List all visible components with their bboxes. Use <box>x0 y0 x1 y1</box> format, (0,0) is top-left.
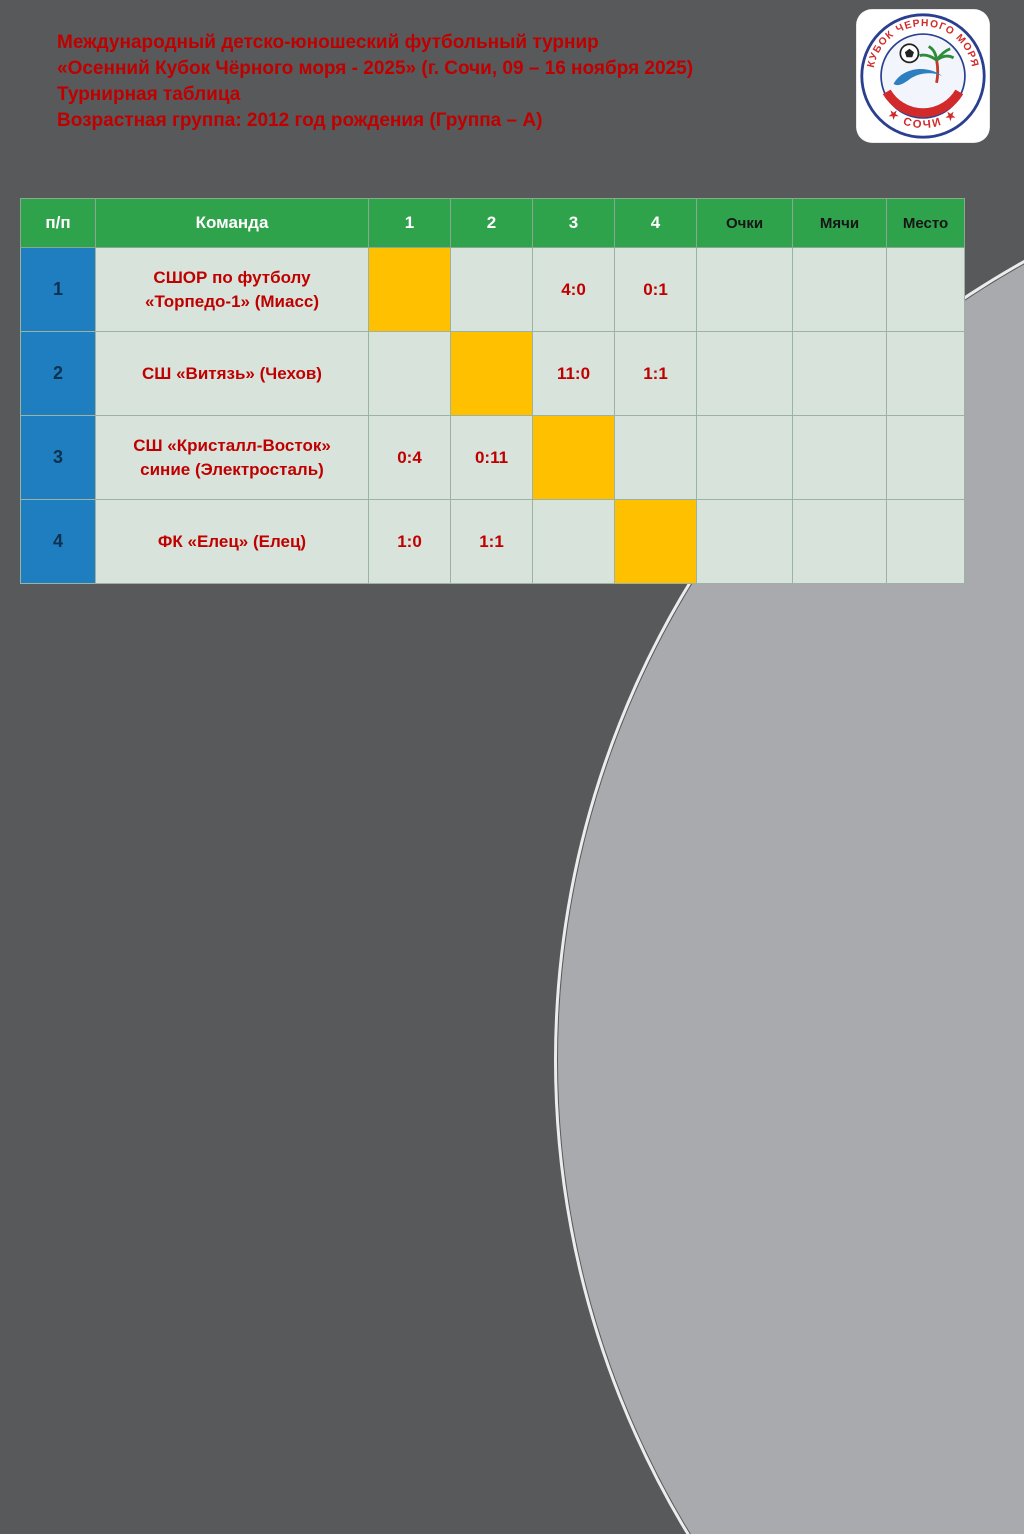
palm-tree-icon <box>919 45 955 84</box>
standings-table: п/п Команда 1 2 3 4 Очки Мячи Место 1 СШ… <box>20 198 965 584</box>
col-header-4: 4 <box>614 198 697 248</box>
goals-cell <box>792 499 887 584</box>
result-cell <box>532 499 615 584</box>
col-header-goals: Мячи <box>792 198 887 248</box>
title-line-2: «Осенний Кубок Чёрного моря - 2025» (г. … <box>57 58 694 79</box>
table-row: 2 СШ «Витязь» (Чехов) 11:0 1:1 <box>20 331 965 416</box>
result-cell: 1:1 <box>614 331 697 416</box>
slide-title: Международный детско-юношеский футбольны… <box>57 30 817 134</box>
self-match-cell <box>532 415 615 500</box>
result-cell: 0:11 <box>450 415 533 500</box>
title-line-3: Турнирная таблица <box>57 84 241 105</box>
col-header-3: 3 <box>532 198 615 248</box>
result-cell <box>614 415 697 500</box>
wave-ribbon-icon <box>882 89 964 118</box>
points-cell <box>696 499 793 584</box>
row-number-cell: 1 <box>20 247 96 332</box>
tournament-logo-graphic: КУБОК ЧЕРНОГО МОРЯ ★ СОЧИ ★ <box>856 9 990 143</box>
result-cell: 11:0 <box>532 331 615 416</box>
team-name-cell: СШ «Витязь» (Чехов) <box>95 331 369 416</box>
header-row: п/п Команда 1 2 3 4 Очки Мячи Место <box>20 198 965 248</box>
title-line-4: Возрастная группа: 2012 год рождения (Гр… <box>57 110 543 131</box>
col-header-team: Команда <box>95 198 369 248</box>
team-name-cell: СШ «Кристалл-Восток» синие (Электросталь… <box>95 415 369 500</box>
self-match-cell <box>368 247 451 332</box>
place-cell <box>886 415 965 500</box>
self-match-cell <box>614 499 697 584</box>
col-header-number: п/п <box>20 198 96 248</box>
col-header-2: 2 <box>450 198 533 248</box>
place-cell <box>886 247 965 332</box>
place-cell <box>886 499 965 584</box>
result-cell: 1:0 <box>368 499 451 584</box>
result-cell: 0:1 <box>614 247 697 332</box>
goals-cell <box>792 247 887 332</box>
result-cell: 1:1 <box>450 499 533 584</box>
title-line-1: Международный детско-юношеский футбольны… <box>57 32 599 53</box>
place-cell <box>886 331 965 416</box>
tournament-logo: КУБОК ЧЕРНОГО МОРЯ ★ СОЧИ ★ <box>855 8 991 144</box>
goals-cell <box>792 331 887 416</box>
points-cell <box>696 415 793 500</box>
col-header-1: 1 <box>368 198 451 248</box>
result-cell: 4:0 <box>532 247 615 332</box>
table-row: 1 СШОР по футболу «Торпедо-1» (Миасс) 4:… <box>20 247 965 332</box>
row-number-cell: 2 <box>20 331 96 416</box>
self-match-cell <box>450 331 533 416</box>
soccer-ball-icon <box>899 43 920 64</box>
row-number-cell: 4 <box>20 499 96 584</box>
row-number-cell: 3 <box>20 415 96 500</box>
table-row: 3 СШ «Кристалл-Восток» синие (Электроста… <box>20 415 965 500</box>
col-header-place: Место <box>886 198 965 248</box>
result-cell: 0:4 <box>368 415 451 500</box>
team-name-cell: ФК «Елец» (Елец) <box>95 499 369 584</box>
dolphin-icon <box>893 68 943 86</box>
result-cell <box>450 247 533 332</box>
goals-cell <box>792 415 887 500</box>
points-cell <box>696 331 793 416</box>
table-row: 4 ФК «Елец» (Елец) 1:0 1:1 <box>20 499 965 584</box>
team-name-cell: СШОР по футболу «Торпедо-1» (Миасс) <box>95 247 369 332</box>
col-header-points: Очки <box>696 198 793 248</box>
result-cell <box>368 331 451 416</box>
points-cell <box>696 247 793 332</box>
